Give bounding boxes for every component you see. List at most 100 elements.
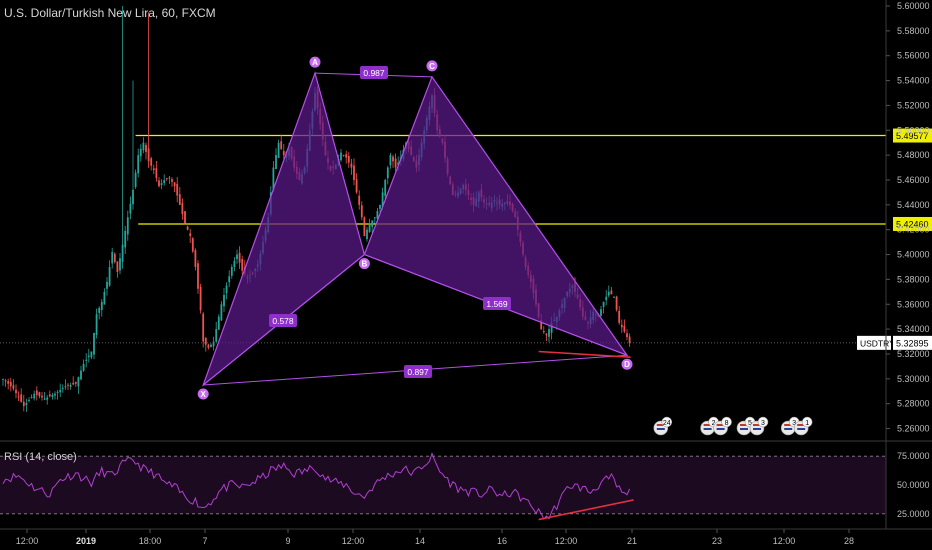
candle-body <box>181 202 184 215</box>
candle <box>610 287 613 295</box>
candle <box>132 80 134 210</box>
candle-body <box>43 398 46 400</box>
candle-body <box>548 329 550 337</box>
event-flag[interactable]: 3 <box>749 416 769 436</box>
candle-body <box>620 324 623 328</box>
candle <box>371 220 374 234</box>
event-count: 5 <box>748 420 752 427</box>
harmonic-pattern[interactable]: X A B C D 0.578 0.987 1.569 0.897 <box>197 56 633 400</box>
candle-body <box>20 394 23 402</box>
candle <box>366 227 368 242</box>
candle-body <box>46 397 49 400</box>
flag-stripe <box>797 428 806 430</box>
candle-body <box>28 399 30 401</box>
candle-body <box>142 142 145 151</box>
candle <box>108 260 111 287</box>
ratio-badge <box>269 314 297 327</box>
candle-body <box>41 395 43 398</box>
rsi-divergence-line[interactable] <box>538 499 634 521</box>
current-price-label: 5.32895 <box>896 338 929 348</box>
candle <box>173 181 176 192</box>
pattern-point-badge <box>358 258 370 270</box>
candle <box>28 397 30 403</box>
ratio-badge <box>404 365 432 378</box>
count-badge <box>801 416 813 428</box>
candle-body <box>106 281 108 289</box>
candle <box>342 154 345 157</box>
candle <box>90 351 93 360</box>
candle-body <box>355 179 358 193</box>
time-tick-label: 12:00 <box>16 536 39 546</box>
candle-body <box>615 296 618 310</box>
event-flag[interactable]: 1 <box>793 416 813 436</box>
candle-body <box>119 258 121 271</box>
candle-body <box>212 341 215 347</box>
candle <box>150 156 153 171</box>
flag-stripe <box>703 424 712 426</box>
candle-body <box>150 158 153 166</box>
level-price-label: 5.42460 <box>896 219 929 229</box>
candle <box>368 218 371 233</box>
candle <box>54 391 56 400</box>
price-tick-label: 5.58000 <box>897 26 930 36</box>
candle-body <box>376 211 379 219</box>
candle-body <box>233 260 236 268</box>
candle-body <box>90 351 93 358</box>
event-flag[interactable]: 5 <box>736 416 756 436</box>
candle-body <box>163 179 166 184</box>
event-markers[interactable]: 24 2 8 5 3 3 1 <box>653 416 813 436</box>
candle-body <box>225 285 228 293</box>
event-flag[interactable]: 8 <box>713 416 732 436</box>
candle-body <box>7 381 10 384</box>
candle <box>119 252 121 275</box>
candle <box>168 175 171 184</box>
candle <box>355 173 358 194</box>
candle-body <box>69 385 72 387</box>
pattern-point-label: X <box>201 390 207 399</box>
candle <box>145 142 147 160</box>
event-flag[interactable]: 24 <box>653 416 673 436</box>
candle <box>22 394 25 412</box>
candle <box>137 148 140 178</box>
candle-body <box>56 391 59 393</box>
candle <box>80 365 82 381</box>
candle <box>241 255 244 275</box>
pattern-point-badge <box>426 60 438 72</box>
candle-body <box>207 344 210 348</box>
rsi-level-label: 25.0000 <box>897 509 930 519</box>
rsi-line[interactable] <box>2 452 631 520</box>
candle-body <box>215 329 218 342</box>
candle <box>176 176 179 203</box>
candle <box>373 216 376 224</box>
event-count: 2 <box>712 420 716 427</box>
rsi-indicator[interactable] <box>2 452 634 521</box>
candle-body <box>381 192 384 208</box>
flag-stripe <box>740 424 748 426</box>
candle <box>184 210 186 225</box>
candle-body <box>15 389 17 394</box>
candle <box>129 196 132 220</box>
candle <box>394 153 397 172</box>
chart-title: U.S. Dollar/Turkish New Lira, 60, FXCM <box>4 6 216 20</box>
candle-body <box>17 396 20 398</box>
candle <box>217 314 220 330</box>
candle-body <box>9 381 12 387</box>
candle <box>618 306 621 325</box>
flag-stripe <box>656 424 665 426</box>
candle <box>51 392 54 400</box>
candle <box>212 336 215 351</box>
price-tick-label: 5.42000 <box>897 225 930 235</box>
price-divergence-line[interactable] <box>538 350 631 359</box>
candle <box>202 312 205 348</box>
candle-body <box>4 380 7 382</box>
candle-body <box>186 226 189 230</box>
rsi-band <box>0 456 886 514</box>
candle-body <box>360 205 363 218</box>
level-price-tag <box>893 216 932 231</box>
candle <box>98 306 101 320</box>
ratio-label: 0.987 <box>363 68 385 78</box>
event-count: 3 <box>761 420 765 427</box>
flag-stripe <box>740 428 748 430</box>
candle-body <box>210 344 212 347</box>
